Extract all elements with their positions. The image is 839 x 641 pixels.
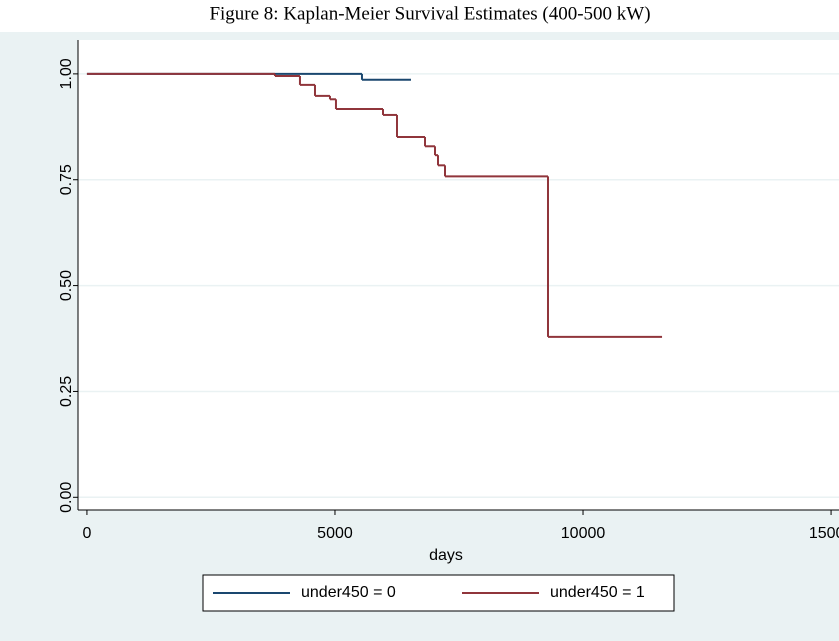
y-tick-label: 0.25: [58, 376, 75, 407]
legend-label: under450 = 0: [301, 584, 396, 601]
chart-title: Figure 8: Kaplan-Meier Survival Estimate…: [209, 3, 650, 24]
y-tick-label: 0.75: [58, 164, 75, 195]
x-tick-label: 5000: [317, 525, 353, 542]
y-tick-label: 0.50: [58, 270, 75, 301]
y-tick-label: 1.00: [58, 58, 75, 89]
x-axis-label: days: [429, 547, 463, 564]
x-tick-label: 15000: [809, 525, 839, 542]
y-tick-label: 0.00: [58, 482, 75, 513]
x-tick-label: 0: [82, 525, 91, 542]
plot-area: [78, 40, 839, 510]
legend-label: under450 = 1: [550, 584, 645, 601]
x-tick-label: 10000: [561, 525, 606, 542]
